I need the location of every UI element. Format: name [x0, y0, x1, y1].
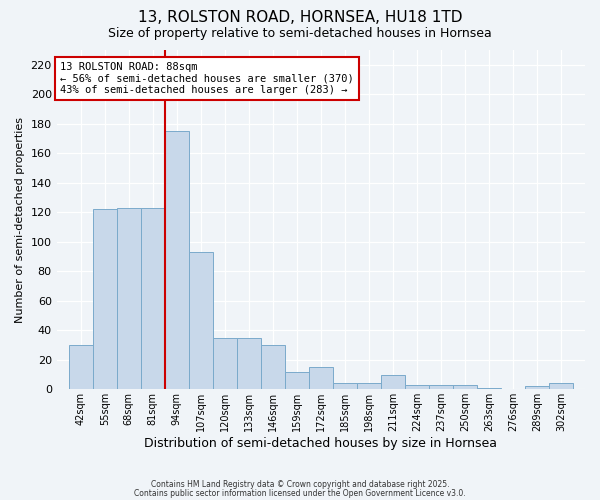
Bar [189, 252, 213, 390]
Bar [405, 385, 429, 390]
Text: 13, ROLSTON ROAD, HORNSEA, HU18 1TD: 13, ROLSTON ROAD, HORNSEA, HU18 1TD [138, 10, 462, 25]
Bar [549, 384, 573, 390]
Bar [453, 385, 477, 390]
Bar [165, 131, 189, 390]
Text: 13 ROLSTON ROAD: 88sqm
← 56% of semi-detached houses are smaller (370)
43% of se: 13 ROLSTON ROAD: 88sqm ← 56% of semi-det… [61, 62, 354, 95]
Text: Size of property relative to semi-detached houses in Hornsea: Size of property relative to semi-detach… [108, 28, 492, 40]
Bar [237, 338, 261, 390]
Bar [477, 388, 501, 390]
Text: Contains HM Land Registry data © Crown copyright and database right 2025.: Contains HM Land Registry data © Crown c… [151, 480, 449, 489]
Bar [429, 385, 453, 390]
Bar [525, 386, 549, 390]
Bar [141, 208, 165, 390]
Bar [333, 384, 357, 390]
Text: Contains public sector information licensed under the Open Government Licence v3: Contains public sector information licen… [134, 488, 466, 498]
Y-axis label: Number of semi-detached properties: Number of semi-detached properties [15, 116, 25, 322]
X-axis label: Distribution of semi-detached houses by size in Hornsea: Distribution of semi-detached houses by … [145, 437, 497, 450]
Bar [285, 372, 309, 390]
Bar [68, 345, 92, 390]
Bar [381, 374, 405, 390]
Bar [261, 345, 285, 390]
Bar [92, 210, 117, 390]
Bar [357, 384, 381, 390]
Bar [309, 367, 333, 390]
Bar [213, 338, 237, 390]
Bar [117, 208, 141, 390]
